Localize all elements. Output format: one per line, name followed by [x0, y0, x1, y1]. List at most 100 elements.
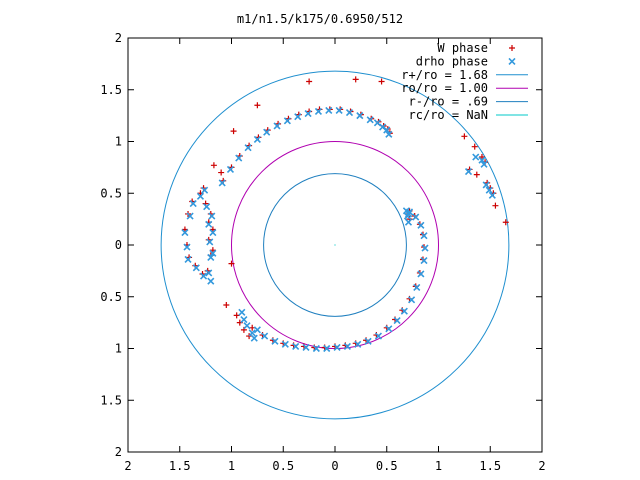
center-point	[334, 244, 336, 246]
drho-phase-point	[263, 128, 271, 136]
drho-phase-point	[253, 135, 261, 143]
x-tick-label: 2	[538, 459, 545, 473]
drho-phase-point	[417, 221, 425, 229]
w-phase-point	[228, 260, 235, 267]
drho-phase-point	[201, 186, 209, 194]
drho-phase-point	[207, 277, 215, 285]
drho-phase-point	[218, 179, 226, 187]
drho-phase-point	[205, 269, 213, 277]
drho-phase-point	[183, 243, 191, 251]
drho-phase-point	[250, 334, 258, 342]
reference-circle	[160, 70, 510, 420]
y-tick-label: 1	[115, 135, 122, 149]
drho-phase-point	[181, 229, 189, 237]
x-tick-label: 1.5	[169, 459, 191, 473]
drho-phase-point	[480, 160, 488, 168]
drho-phase-point	[464, 167, 473, 176]
w-phase-point	[233, 312, 240, 319]
drho-phase-point	[208, 212, 216, 220]
drho-phase-point	[478, 156, 486, 164]
drho-phase-point	[238, 308, 246, 316]
y-tick-label: 0	[115, 238, 122, 252]
drho-phase-point	[235, 154, 243, 162]
drho-phase-point	[374, 332, 383, 340]
x-tick-label: 2	[124, 459, 131, 473]
data-points	[181, 76, 509, 353]
drho-phase-point	[343, 342, 351, 350]
y-tick-label: 1.5	[100, 83, 122, 97]
drho-phase-point	[482, 181, 490, 189]
w-phase-point	[471, 143, 478, 150]
drho-phase-point	[413, 283, 421, 292]
drho-phase-point	[281, 340, 289, 348]
w-phase-point	[492, 202, 499, 209]
drho-phase-point	[314, 107, 323, 116]
legend-label: r-/ro = .69	[409, 95, 488, 109]
legend-label: drho phase	[416, 54, 488, 68]
drho-phase-point	[206, 238, 214, 246]
w-phase-point	[230, 128, 237, 135]
drho-phase-point	[292, 342, 300, 350]
drho-phase-point	[404, 210, 413, 218]
x-tick-label: 1	[228, 459, 235, 473]
x-tick-label: 0.5	[376, 459, 398, 473]
drho-phase-point	[189, 200, 197, 208]
w-phase-point	[473, 171, 480, 178]
drho-phase-point	[205, 220, 213, 228]
drho-phase-point	[304, 109, 312, 118]
axis-ticks: 2 1.5 1 0.5 0 0.5 1 1.5 221.510.500.511.52	[100, 31, 545, 473]
legend-marker-sample	[508, 57, 516, 65]
reference-circle	[263, 173, 407, 317]
drho-phase-point	[271, 337, 279, 345]
drho-phase-point	[385, 325, 393, 333]
chart-title: m1/n1.5/k175/0.6950/512	[237, 12, 403, 26]
drho-phase-point	[302, 343, 310, 352]
drho-phase-point	[333, 343, 341, 352]
drho-phase-point	[400, 307, 408, 315]
drho-phase-point	[354, 340, 362, 348]
w-phase-point	[378, 78, 385, 85]
drho-phase-point	[226, 165, 235, 174]
legend-marker-sample	[509, 45, 515, 51]
drho-phase-point	[325, 106, 333, 115]
y-tick-label: 0.5	[100, 290, 122, 304]
x-tick-label: 1.5	[479, 459, 501, 473]
drho-phase-point	[345, 108, 354, 117]
drho-phase-point	[209, 229, 217, 237]
drho-phase-point	[393, 316, 401, 325]
drho-phase-point	[209, 249, 217, 257]
drho-phase-point	[366, 116, 374, 124]
drho-phase-point	[412, 213, 420, 221]
w-phase-point	[306, 78, 313, 85]
x-tick-label: 0	[331, 459, 338, 473]
drho-phase-point	[192, 264, 200, 272]
legend-label: ro/ro = 1.00	[401, 81, 488, 95]
drho-phase-point	[240, 315, 248, 324]
drho-phase-point	[294, 113, 302, 121]
drho-phase-point	[417, 270, 425, 278]
drho-phase-point	[248, 329, 256, 337]
drho-phase-point	[408, 296, 416, 304]
drho-phase-point	[485, 186, 493, 194]
y-tick-label: 1.5	[100, 393, 122, 407]
w-phase-point	[218, 169, 225, 176]
drho-phase-point	[385, 130, 393, 138]
drho-phase-point	[472, 153, 480, 161]
x-tick-label: 0.5	[272, 459, 294, 473]
drho-phase-point	[488, 191, 496, 199]
drho-phase-point	[261, 332, 269, 340]
w-phase-point	[352, 76, 359, 83]
drho-phase-point	[383, 126, 391, 134]
w-phase-point	[223, 302, 230, 309]
y-tick-label: 2	[115, 31, 122, 45]
drho-phase-point	[312, 344, 320, 353]
reference-circles	[160, 70, 510, 420]
drho-phase-point	[356, 112, 364, 120]
w-phase-point	[461, 133, 468, 140]
y-tick-label: 1	[115, 342, 122, 356]
drho-phase-point	[323, 344, 331, 353]
legend-label: W phase	[437, 41, 488, 55]
